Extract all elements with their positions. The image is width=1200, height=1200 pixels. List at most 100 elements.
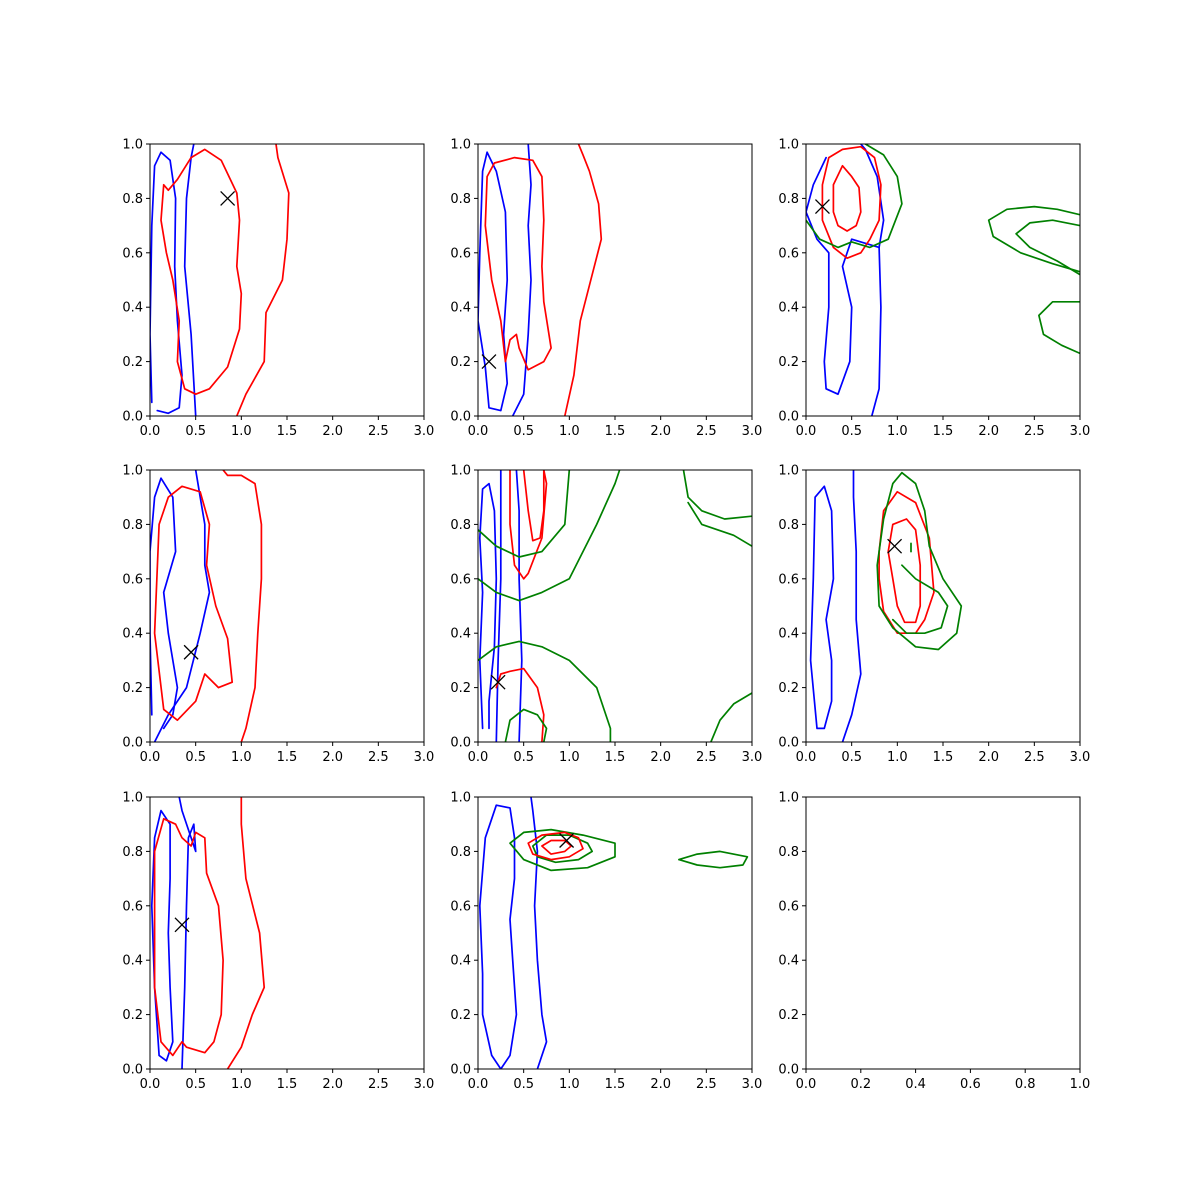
- y-tick-label: 0.2: [778, 681, 799, 696]
- x-tick-label: 0.0: [468, 424, 489, 439]
- contour-blue-2: [178, 797, 197, 1069]
- y-tick-label: 0.0: [450, 410, 471, 425]
- y-tick-label: 0.6: [122, 572, 143, 587]
- contour-green-7: [478, 470, 571, 558]
- contour-green-9: [478, 640, 612, 742]
- y-tick-label: 0.4: [778, 954, 799, 969]
- y-tick-label: 1.0: [450, 791, 471, 806]
- contour-red-4: [509, 470, 548, 580]
- y-tick-label: 0.4: [450, 301, 471, 316]
- contour-red-4: [226, 797, 266, 1069]
- x-tick-label: 2.5: [1024, 750, 1045, 765]
- contour-blue-2: [183, 144, 197, 416]
- contour-blue-1: [478, 482, 498, 730]
- subplot-4: 0.0 0.5 1.0 1.5 2.0 2.5 3.0 0.0 0.2 0.4 0.6 0.8 1.0: [122, 464, 434, 766]
- y-tick-label: 1.0: [122, 791, 143, 806]
- y-tick-label: 0.4: [778, 627, 799, 642]
- x-tick-label: 0.0: [140, 1077, 161, 1092]
- x-tick-label: 1.5: [605, 750, 626, 765]
- x-tick-label: 2.0: [650, 1077, 671, 1092]
- contour-green-5: [876, 471, 963, 651]
- y-tick-label: 0.8: [778, 518, 799, 533]
- contour-red-4: [235, 144, 290, 416]
- contour-group: [150, 144, 290, 416]
- contour-blue-1: [150, 477, 179, 730]
- x-tick-label: 3.0: [414, 1077, 435, 1092]
- contour-blue-1: [809, 485, 835, 730]
- x-tick-label: 2.5: [368, 424, 389, 439]
- contour-red-4: [887, 518, 922, 624]
- contour-red-6: [495, 667, 545, 742]
- contour-blue-2: [841, 470, 862, 742]
- x-marker: [183, 644, 199, 660]
- x-tick-label: 3.0: [414, 750, 435, 765]
- y-tick-label: 0.8: [122, 192, 143, 207]
- y-tick-label: 0.6: [778, 899, 799, 914]
- x-tick-label: 3.0: [1070, 424, 1091, 439]
- subplot-9: 0.0 0.2 0.4 0.6 0.8 1.0 0.0 0.2 0.4 0.6 0.8 1.0: [778, 791, 1090, 1093]
- contour-group: [150, 470, 263, 742]
- y-tick-label: 0.8: [122, 518, 143, 533]
- y-tick-label: 0.2: [122, 1008, 143, 1023]
- x-tick-label: 0.0: [140, 750, 161, 765]
- x-tick-label: 3.0: [742, 424, 763, 439]
- x-tick-label: 2.5: [696, 424, 717, 439]
- contour-blue-2: [530, 797, 548, 1069]
- subplot-7: 0.0 0.5 1.0 1.5 2.0 2.5 3.0 0.0 0.2 0.4 0.6 0.8 1.0: [122, 791, 434, 1093]
- y-tick-label: 0.4: [122, 301, 143, 316]
- contour-blue-1: [478, 151, 509, 412]
- contour-green-7: [1015, 219, 1080, 276]
- contour-blue-1: [150, 151, 183, 415]
- x-tick-label: 2.0: [978, 424, 999, 439]
- contour-group: [150, 797, 266, 1069]
- x-tick-label: 1.0: [559, 750, 580, 765]
- x-tick-label: 1.0: [1070, 1077, 1091, 1092]
- x-tick-label: 1.0: [231, 1077, 252, 1092]
- y-tick-label: 1.0: [778, 138, 799, 153]
- x-tick-label: 1.5: [605, 1077, 626, 1092]
- contour-red-3: [160, 148, 243, 396]
- contour-red-4: [222, 470, 263, 742]
- y-tick-label: 0.0: [778, 1063, 799, 1078]
- contour-red-4: [832, 164, 862, 232]
- y-tick-label: 0.2: [450, 355, 471, 370]
- contour-red-3: [484, 156, 552, 371]
- contour-red-3: [153, 485, 234, 722]
- x-tick-label: 3.0: [742, 750, 763, 765]
- y-tick-label: 0.4: [450, 627, 471, 642]
- contour-group: [478, 470, 752, 742]
- x-marker: [174, 917, 190, 933]
- axes-frame: [805, 469, 1081, 743]
- x-tick-label: 2.0: [322, 750, 343, 765]
- x-tick-label: 1.5: [277, 1077, 298, 1092]
- x-tick-label: 2.0: [650, 424, 671, 439]
- x-tick-label: 2.5: [1024, 424, 1045, 439]
- y-tick-label: 0.2: [450, 681, 471, 696]
- y-tick-label: 1.0: [122, 138, 143, 153]
- y-tick-label: 1.0: [450, 464, 471, 479]
- x-tick-label: 0.5: [841, 750, 862, 765]
- x-tick-label: 1.0: [887, 424, 908, 439]
- contour-blue-1: [478, 804, 518, 1069]
- contour-green-7: [678, 850, 749, 869]
- contour-red-3: [821, 145, 882, 260]
- subplot-6: 0.0 0.5 1.0 1.5 2.0 2.5 3.0 0.0 0.2 0.4 0.6 0.8 1.0: [778, 464, 1090, 766]
- contour-blue-1: [806, 144, 885, 396]
- contour-blue-2: [511, 144, 532, 416]
- x-tick-label: 1.5: [277, 750, 298, 765]
- x-tick-label: 1.5: [277, 424, 298, 439]
- axes-frame: [805, 143, 1081, 417]
- contour-blue-3: [515, 470, 523, 742]
- x-tick-label: 1.5: [605, 424, 626, 439]
- subplot-1: 0.0 0.5 1.0 1.5 2.0 2.5 3.0 0.0 0.2 0.4 0.6 0.8 1.0: [122, 138, 434, 440]
- contour-red-5: [522, 470, 545, 542]
- contour-group: [809, 470, 963, 742]
- x-tick-label: 0.0: [140, 424, 161, 439]
- x-tick-label: 1.5: [933, 750, 954, 765]
- y-tick-label: 0.0: [450, 1063, 471, 1078]
- x-tick-label: 2.5: [696, 1077, 717, 1092]
- y-tick-label: 0.6: [450, 899, 471, 914]
- x-tick-label: 0.0: [468, 1077, 489, 1092]
- x-tick-label: 2.0: [978, 750, 999, 765]
- y-tick-label: 0.2: [122, 681, 143, 696]
